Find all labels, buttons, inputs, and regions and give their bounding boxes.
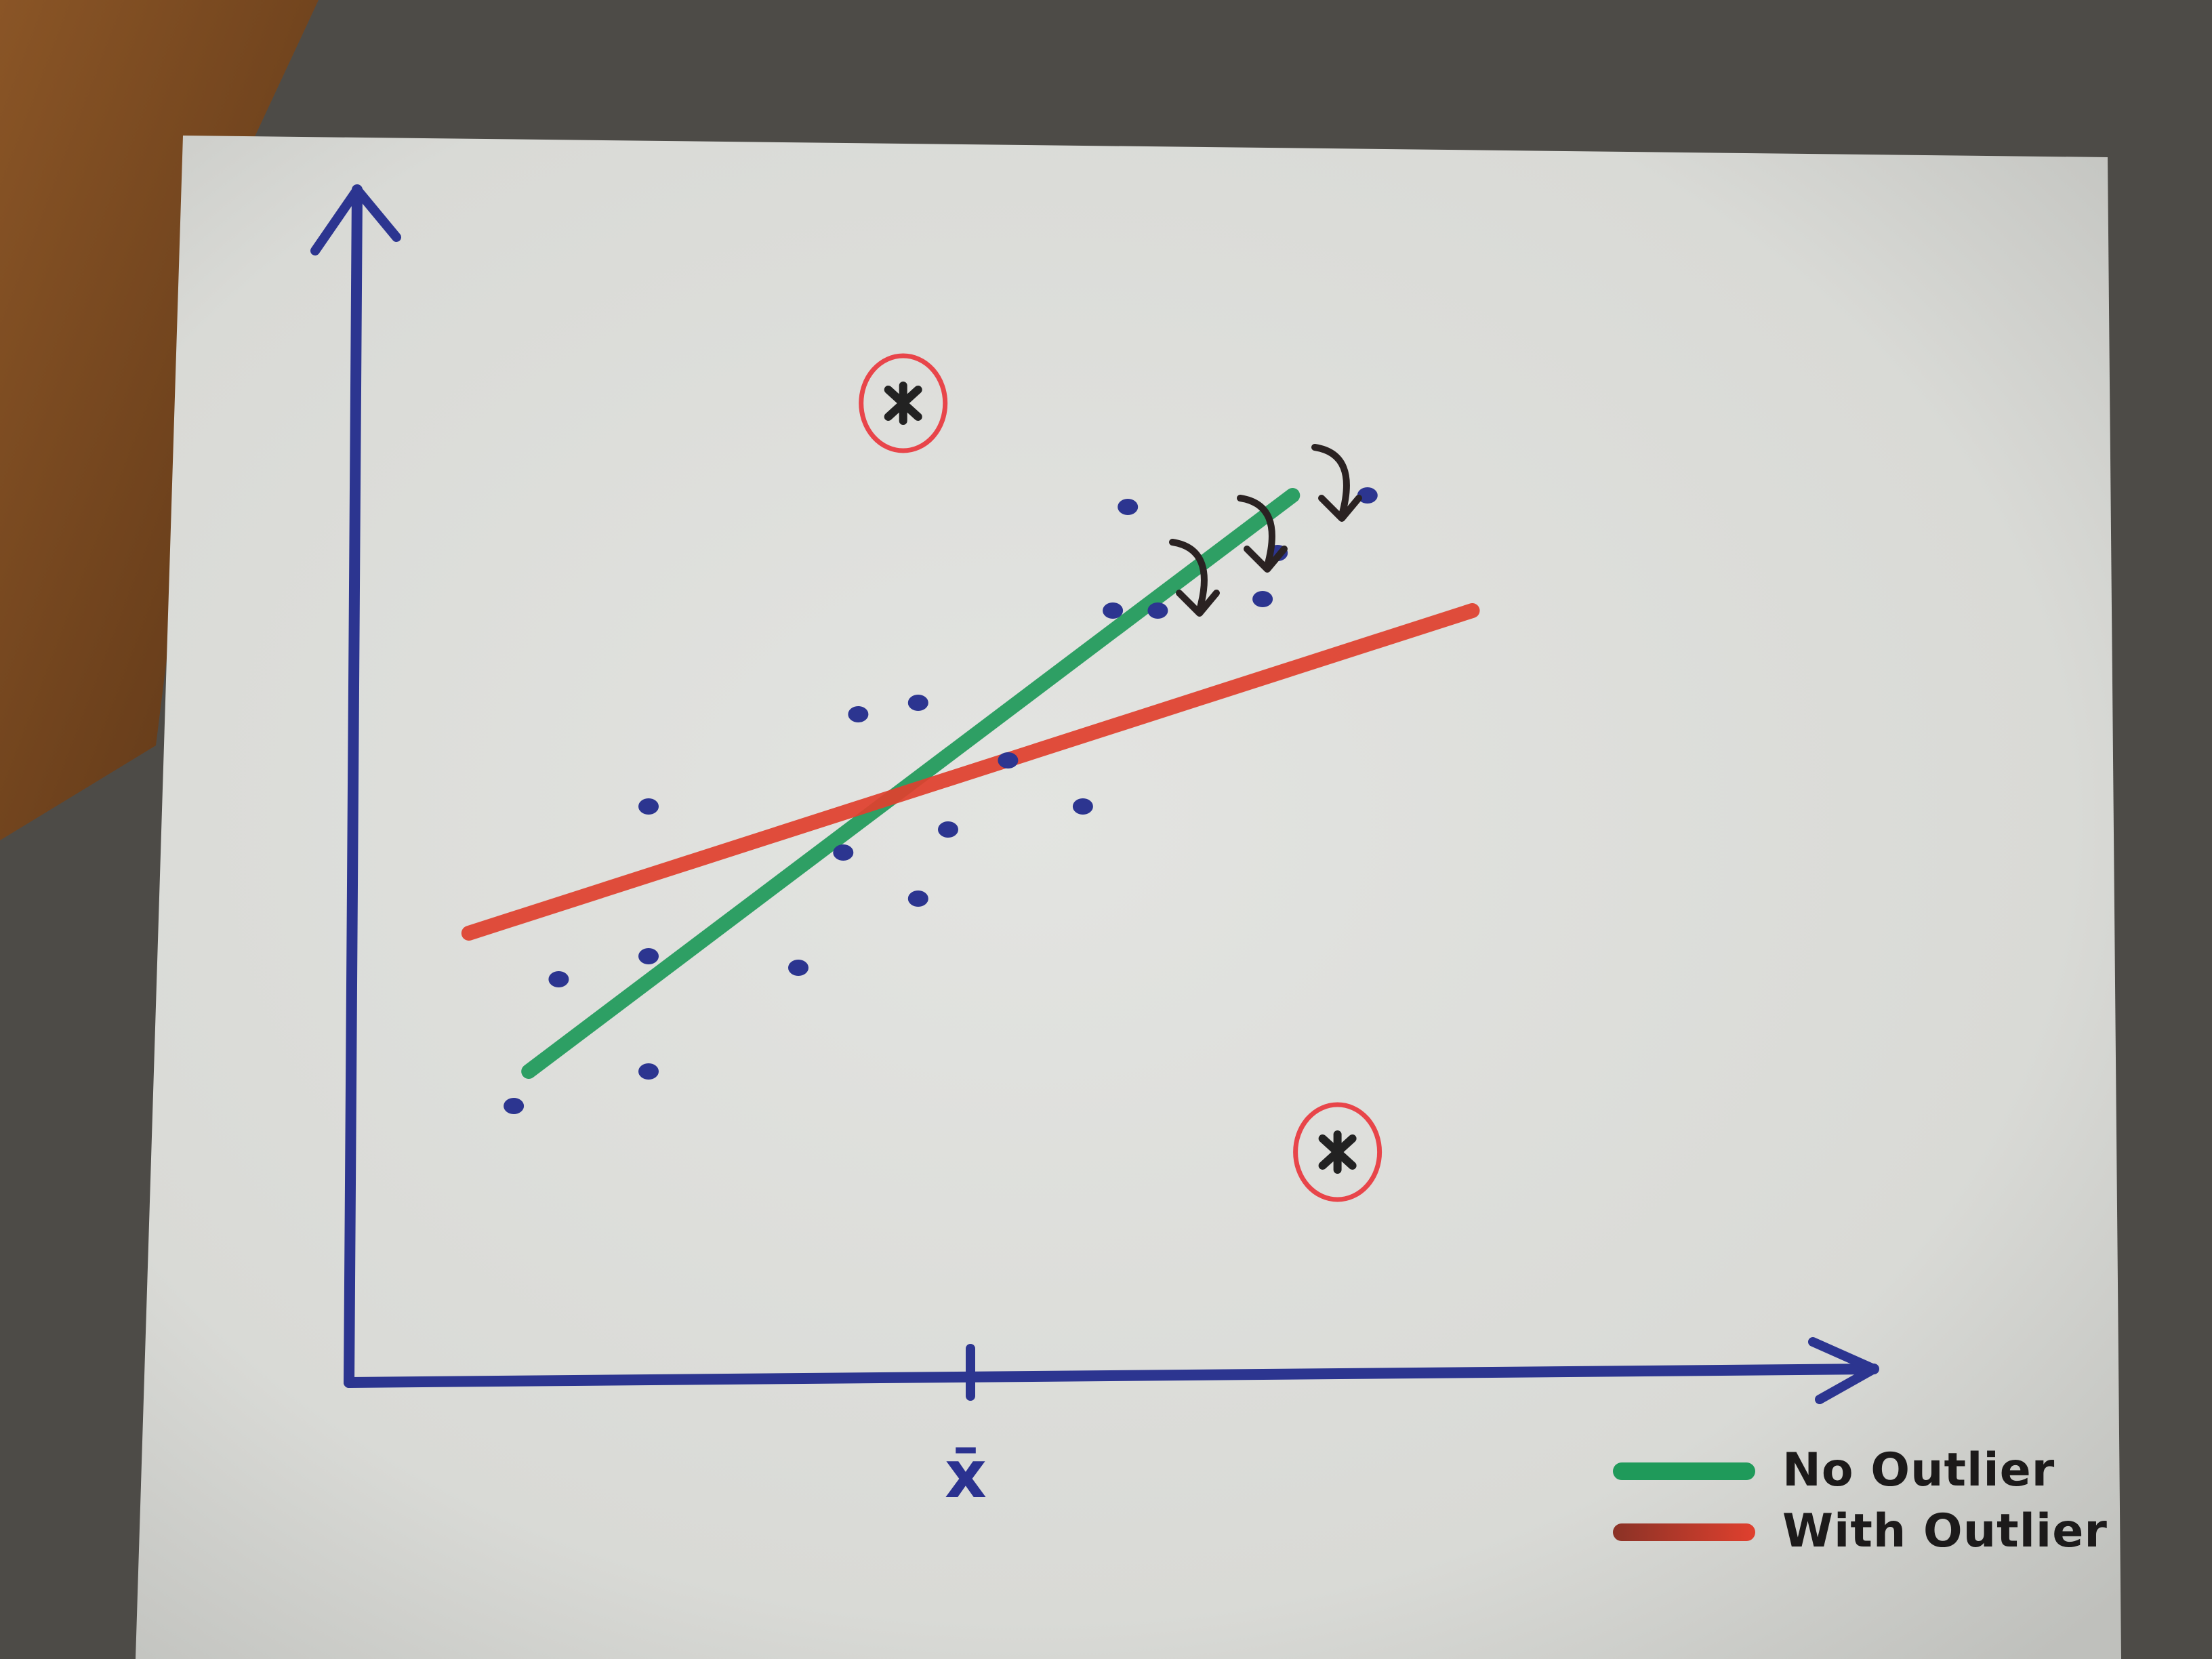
- data-point-11: [998, 752, 1019, 769]
- data-point-12: [1072, 798, 1093, 815]
- y-axis-arrowhead: [310, 185, 401, 255]
- outlier-markers: [859, 353, 1382, 1202]
- data-point-4: [638, 798, 659, 815]
- rotation-arrow-shaft-1: [1237, 495, 1275, 569]
- x-tick-label-mean: x̄: [945, 1437, 987, 1513]
- rotation-arrow-head-1: [1244, 546, 1288, 573]
- outlier-0: [859, 353, 948, 453]
- rotation-arrow-shaft-0: [1169, 539, 1208, 613]
- rotation-arrows: [1169, 444, 1362, 617]
- rotation-arrow-1: [1237, 495, 1288, 573]
- data-point-9: [907, 695, 928, 711]
- data-point-17: [1357, 487, 1378, 504]
- outlier-asterisk-0: [884, 382, 922, 425]
- paper-sheet: [136, 136, 2121, 1659]
- y-axis-line: [344, 184, 363, 1388]
- data-point-15: [1118, 499, 1139, 515]
- rotation-arrow-2: [1311, 444, 1362, 522]
- data-point-0: [504, 1098, 525, 1114]
- data-point-6: [833, 844, 854, 861]
- data-point-5: [788, 960, 808, 976]
- data-point-8: [907, 890, 928, 907]
- rotation-arrow-shaft-2: [1311, 444, 1350, 518]
- regression-line-with-outlier: [461, 603, 1480, 941]
- legend-item-no-outlier: No Outlier: [1599, 1443, 2142, 1498]
- legend-swatch-red: [1613, 1523, 1755, 1541]
- data-points: [504, 487, 1378, 1114]
- outlier-asterisk-1: [1318, 1130, 1357, 1174]
- rotation-arrow-head-0: [1176, 590, 1220, 617]
- data-point-2: [638, 948, 659, 964]
- legend-label-no-outlier: No Outlier: [1782, 1443, 2055, 1497]
- data-point-7: [848, 706, 869, 722]
- outlier-circle-1: [1293, 1102, 1382, 1202]
- legend-swatch-green: [1613, 1462, 1755, 1480]
- wooden-desk-edge: [0, 0, 319, 840]
- data-point-3: [638, 1063, 659, 1080]
- chart-axes: [310, 184, 1879, 1404]
- data-point-14: [1147, 602, 1168, 619]
- outlier-circle-0: [859, 353, 948, 453]
- legend: No Outlier With Outlier: [1599, 1430, 2142, 1565]
- data-point-10: [938, 821, 958, 838]
- x-axis-arrowhead: [1808, 1337, 1879, 1404]
- rotation-arrow-0: [1169, 539, 1220, 617]
- data-point-1: [548, 971, 569, 987]
- outlier-1: [1293, 1102, 1382, 1202]
- x-axis-line: [344, 1364, 1879, 1388]
- rotation-arrow-head-2: [1318, 495, 1362, 522]
- legend-label-with-outlier: With Outlier: [1782, 1504, 2108, 1558]
- regression-lines: [461, 488, 1480, 1079]
- legend-item-with-outlier: With Outlier: [1599, 1504, 2142, 1559]
- data-point-18: [1252, 591, 1273, 607]
- data-point-13: [1103, 602, 1124, 619]
